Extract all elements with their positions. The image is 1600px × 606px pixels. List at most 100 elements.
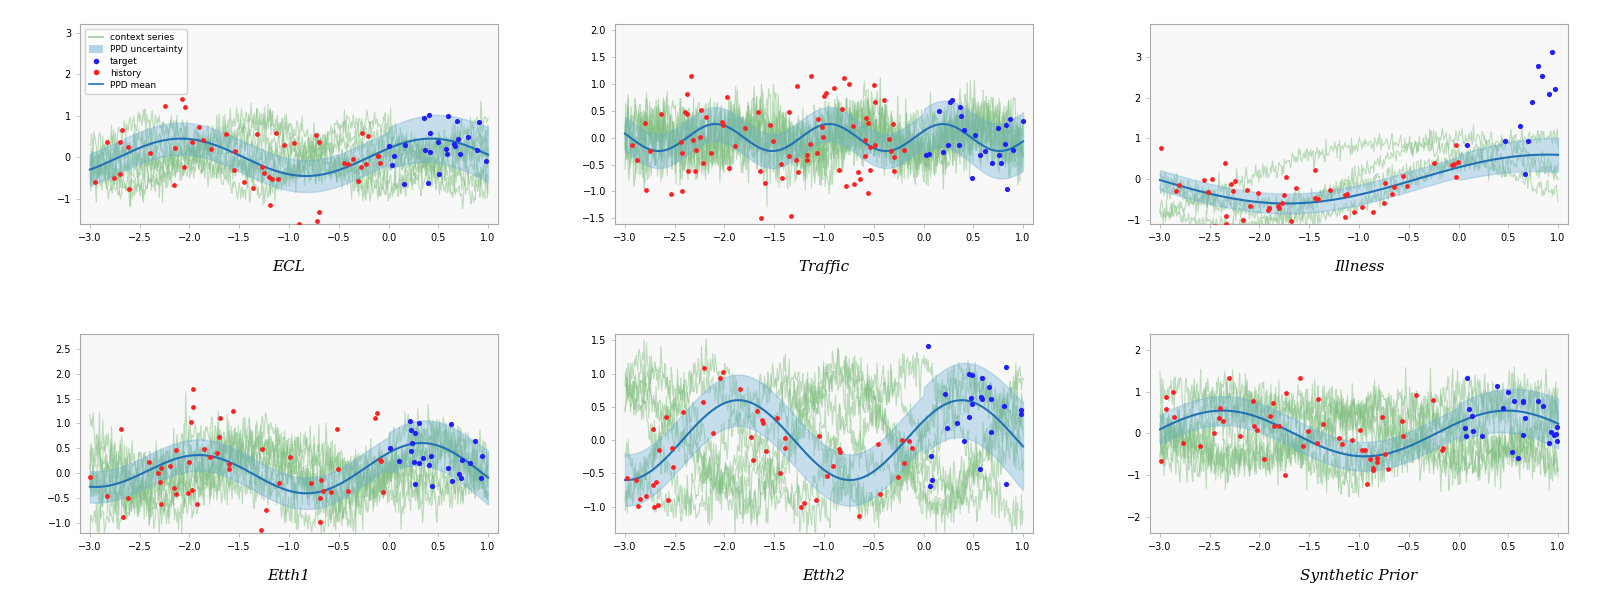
Point (1261, 422, 1286, 431)
Point (1526, 2, 1552, 12)
Point (1302, 165, 1328, 175)
Point (1202, 428, 1227, 438)
Point (915, 341, 941, 350)
Point (350, 128, 376, 138)
Point (688, 105, 714, 115)
Point (264, 128, 290, 138)
Point (307, 517, 333, 527)
Point (1454, 140, 1480, 150)
Point (173, 102, 198, 112)
Point (861, 81, 886, 90)
Point (1507, 121, 1533, 131)
Point (986, 150, 1011, 159)
Point (203, 448, 229, 458)
Point (1235, 185, 1261, 195)
Point (1010, 116, 1035, 126)
Point (646, 445, 672, 454)
Point (1395, 181, 1421, 191)
Point (1266, 203, 1291, 213)
Point (406, 419, 432, 428)
Point (474, 156, 499, 166)
Point (464, 145, 490, 155)
Point (970, 395, 995, 404)
Point (634, 185, 659, 195)
Point (411, 113, 437, 123)
Point (1371, 449, 1397, 459)
Point (1152, 404, 1178, 414)
Point (771, 433, 797, 442)
Point (1352, 445, 1378, 455)
Point (163, 445, 189, 454)
Point (1166, 180, 1192, 190)
Point (934, 141, 960, 150)
Point (672, 108, 698, 118)
Point (1389, 416, 1414, 426)
Point (416, 178, 442, 188)
Point (1283, 183, 1309, 193)
Point (354, 159, 379, 169)
Point (1245, 188, 1270, 198)
Point (1326, 433, 1352, 443)
Point (992, 401, 1018, 410)
Point (446, 150, 472, 159)
Point (960, 399, 986, 409)
Point (978, 428, 1003, 438)
Point (994, 121, 1019, 130)
Point (858, 165, 883, 175)
Point (266, 479, 291, 488)
Point (378, 443, 403, 453)
Point (1542, 429, 1568, 439)
Point (744, 107, 770, 117)
Point (1542, 84, 1568, 94)
Point (366, 152, 392, 161)
Point (1379, 190, 1405, 199)
Point (1522, 5, 1547, 15)
Point (858, 142, 883, 152)
Point (1237, 201, 1262, 210)
Point (259, 532, 285, 542)
Point (418, 451, 443, 461)
Point (136, 457, 162, 467)
Point (469, 473, 494, 482)
Point (1258, 411, 1283, 421)
Point (258, 200, 283, 210)
Point (1206, 413, 1232, 423)
Point (866, 439, 891, 448)
Point (827, 165, 853, 175)
Point (138, 148, 163, 158)
Point (1512, 169, 1538, 179)
Point (926, 106, 952, 116)
Point (366, 158, 392, 168)
Point (669, 137, 694, 147)
Point (854, 118, 880, 127)
Point (765, 413, 790, 423)
Point (1490, 403, 1515, 413)
Point (675, 167, 701, 176)
Point (1355, 479, 1381, 489)
Point (877, 531, 902, 541)
Point (410, 453, 435, 462)
Point (1544, 436, 1570, 446)
Point (336, 159, 362, 168)
Point (917, 148, 942, 158)
Point (1269, 198, 1294, 207)
Point (1264, 201, 1290, 210)
Point (1213, 211, 1238, 221)
Point (466, 118, 491, 127)
Point (882, 166, 907, 176)
Point (958, 173, 984, 183)
Point (1373, 179, 1398, 188)
Point (958, 393, 984, 402)
Point (434, 150, 459, 159)
Point (1170, 439, 1195, 448)
Point (1254, 205, 1280, 215)
Point (968, 373, 994, 383)
Point (1510, 396, 1536, 406)
Point (837, 79, 862, 89)
Point (722, 142, 747, 152)
Point (683, 145, 709, 155)
Point (176, 457, 202, 467)
Point (325, 464, 350, 473)
Point (190, 135, 216, 144)
Point (853, 135, 878, 145)
